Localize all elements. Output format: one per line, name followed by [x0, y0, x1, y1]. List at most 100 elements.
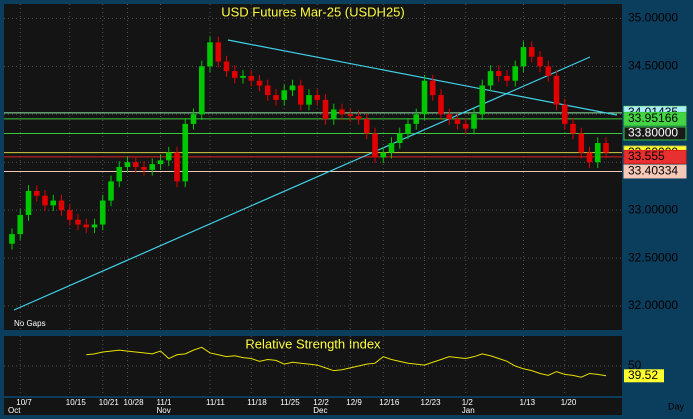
candle-body: [33, 190, 40, 196]
candle-body: [190, 114, 197, 124]
x-tick-label: 1/13: [520, 398, 536, 407]
candle-body: [264, 85, 271, 96]
candle-body: [396, 133, 403, 144]
candle-body: [429, 80, 436, 96]
candle-body: [198, 66, 205, 115]
month-label: Nov: [157, 406, 171, 415]
candle-body: [586, 152, 593, 163]
candle-body: [42, 195, 48, 206]
candle-body: [108, 181, 114, 201]
x-tick-label: 12/2: [313, 398, 329, 407]
candle-body: [314, 95, 321, 100]
candle-body: [479, 85, 486, 115]
candle-body: [99, 200, 106, 225]
candle-body: [289, 85, 296, 91]
candle-body: [363, 119, 370, 134]
candle-body: [149, 164, 156, 170]
candle-body: [446, 114, 453, 120]
x-tick-label: 11/11: [206, 398, 225, 407]
candle-body: [306, 95, 312, 105]
level-label-bg: [623, 126, 687, 141]
x-tick-label: 10/21: [99, 398, 120, 407]
y-tick-label: 35.00000: [628, 11, 678, 25]
candle-body: [537, 56, 543, 67]
candle-body: [273, 95, 279, 100]
rsi-tick-label: 50: [628, 358, 642, 372]
x-tick-label: 12/23: [421, 398, 442, 407]
candle-body: [248, 75, 255, 81]
candle-body: [281, 90, 288, 100]
candle-body: [421, 80, 428, 115]
candle-body: [454, 119, 461, 124]
candle-body: [347, 114, 354, 117]
candle-body: [223, 61, 230, 72]
candle-body: [487, 71, 494, 86]
candle-body: [495, 71, 502, 76]
rsi-line: [86, 346, 607, 378]
candle-body: [413, 114, 420, 124]
x-tick-label: 11/18: [247, 398, 267, 407]
candle-body: [372, 133, 378, 158]
candle-body: [66, 210, 73, 220]
level-label-bg: [623, 111, 687, 126]
note: No Gaps: [14, 319, 46, 328]
y-tick-label: 33.00000: [628, 202, 678, 216]
x-tick-label: 12/9: [346, 398, 362, 407]
candle-body: [330, 109, 337, 120]
candle-body: [231, 71, 238, 78]
candle-body: [174, 152, 180, 182]
candle-body: [339, 109, 345, 115]
candle-body: [165, 152, 172, 161]
candle-body: [17, 214, 24, 235]
rsi-title: Relative Strength Index: [245, 336, 381, 351]
candle-body: [520, 47, 527, 67]
y-tick-label: 32.50000: [628, 250, 678, 264]
level-label: 33.80000: [628, 126, 678, 140]
candle-body: [256, 80, 263, 86]
candle-body: [594, 143, 601, 163]
candle-body: [438, 95, 444, 115]
x-tick-label: 11/25: [280, 398, 300, 407]
candle-body: [297, 85, 304, 105]
candle-body: [578, 133, 585, 153]
x-tick-label: 10/28: [124, 398, 145, 407]
candle-body: [207, 42, 213, 67]
trend-line: [13, 56, 591, 311]
x-tick-label: 10/15: [66, 398, 87, 407]
candle-body: [603, 143, 609, 153]
y-tick-label: 32.00000: [628, 298, 678, 312]
month-label: Dec: [313, 406, 327, 415]
x-axis-panel: [4, 398, 622, 415]
level-label-bg: [623, 164, 687, 179]
x-tick-label: 10/7: [16, 398, 32, 407]
candle-body: [9, 234, 15, 244]
period: Day: [668, 401, 685, 411]
candle-body: [388, 143, 395, 153]
level-label: 33.95166: [628, 111, 678, 125]
rsi-value-bg: [624, 369, 664, 383]
candle-body: [471, 114, 477, 129]
candle-body: [83, 224, 90, 228]
month-label: Oct: [8, 406, 21, 415]
chart-title: USD Futures Mar-25 (USDH25): [221, 4, 405, 19]
level-label-bg: [623, 149, 687, 164]
candle-body: [380, 152, 387, 158]
candle-body: [553, 75, 560, 105]
candle-body: [215, 42, 222, 62]
candle-body: [157, 160, 164, 165]
level-label: 33.40334: [628, 164, 678, 178]
candle-body: [570, 123, 576, 134]
candle-body: [528, 47, 535, 57]
candle-body: [182, 123, 189, 182]
candle-body: [116, 167, 123, 182]
candle-body: [124, 162, 131, 167]
candle-body: [405, 123, 411, 134]
candle-body: [322, 99, 329, 120]
level-label: 33.555: [628, 149, 665, 163]
x-tick-label: 1/2: [462, 398, 474, 407]
x-tick-label: 11/1: [157, 398, 173, 407]
candle-body: [512, 66, 519, 81]
price-panel: [4, 4, 622, 330]
candle-body: [141, 167, 147, 170]
